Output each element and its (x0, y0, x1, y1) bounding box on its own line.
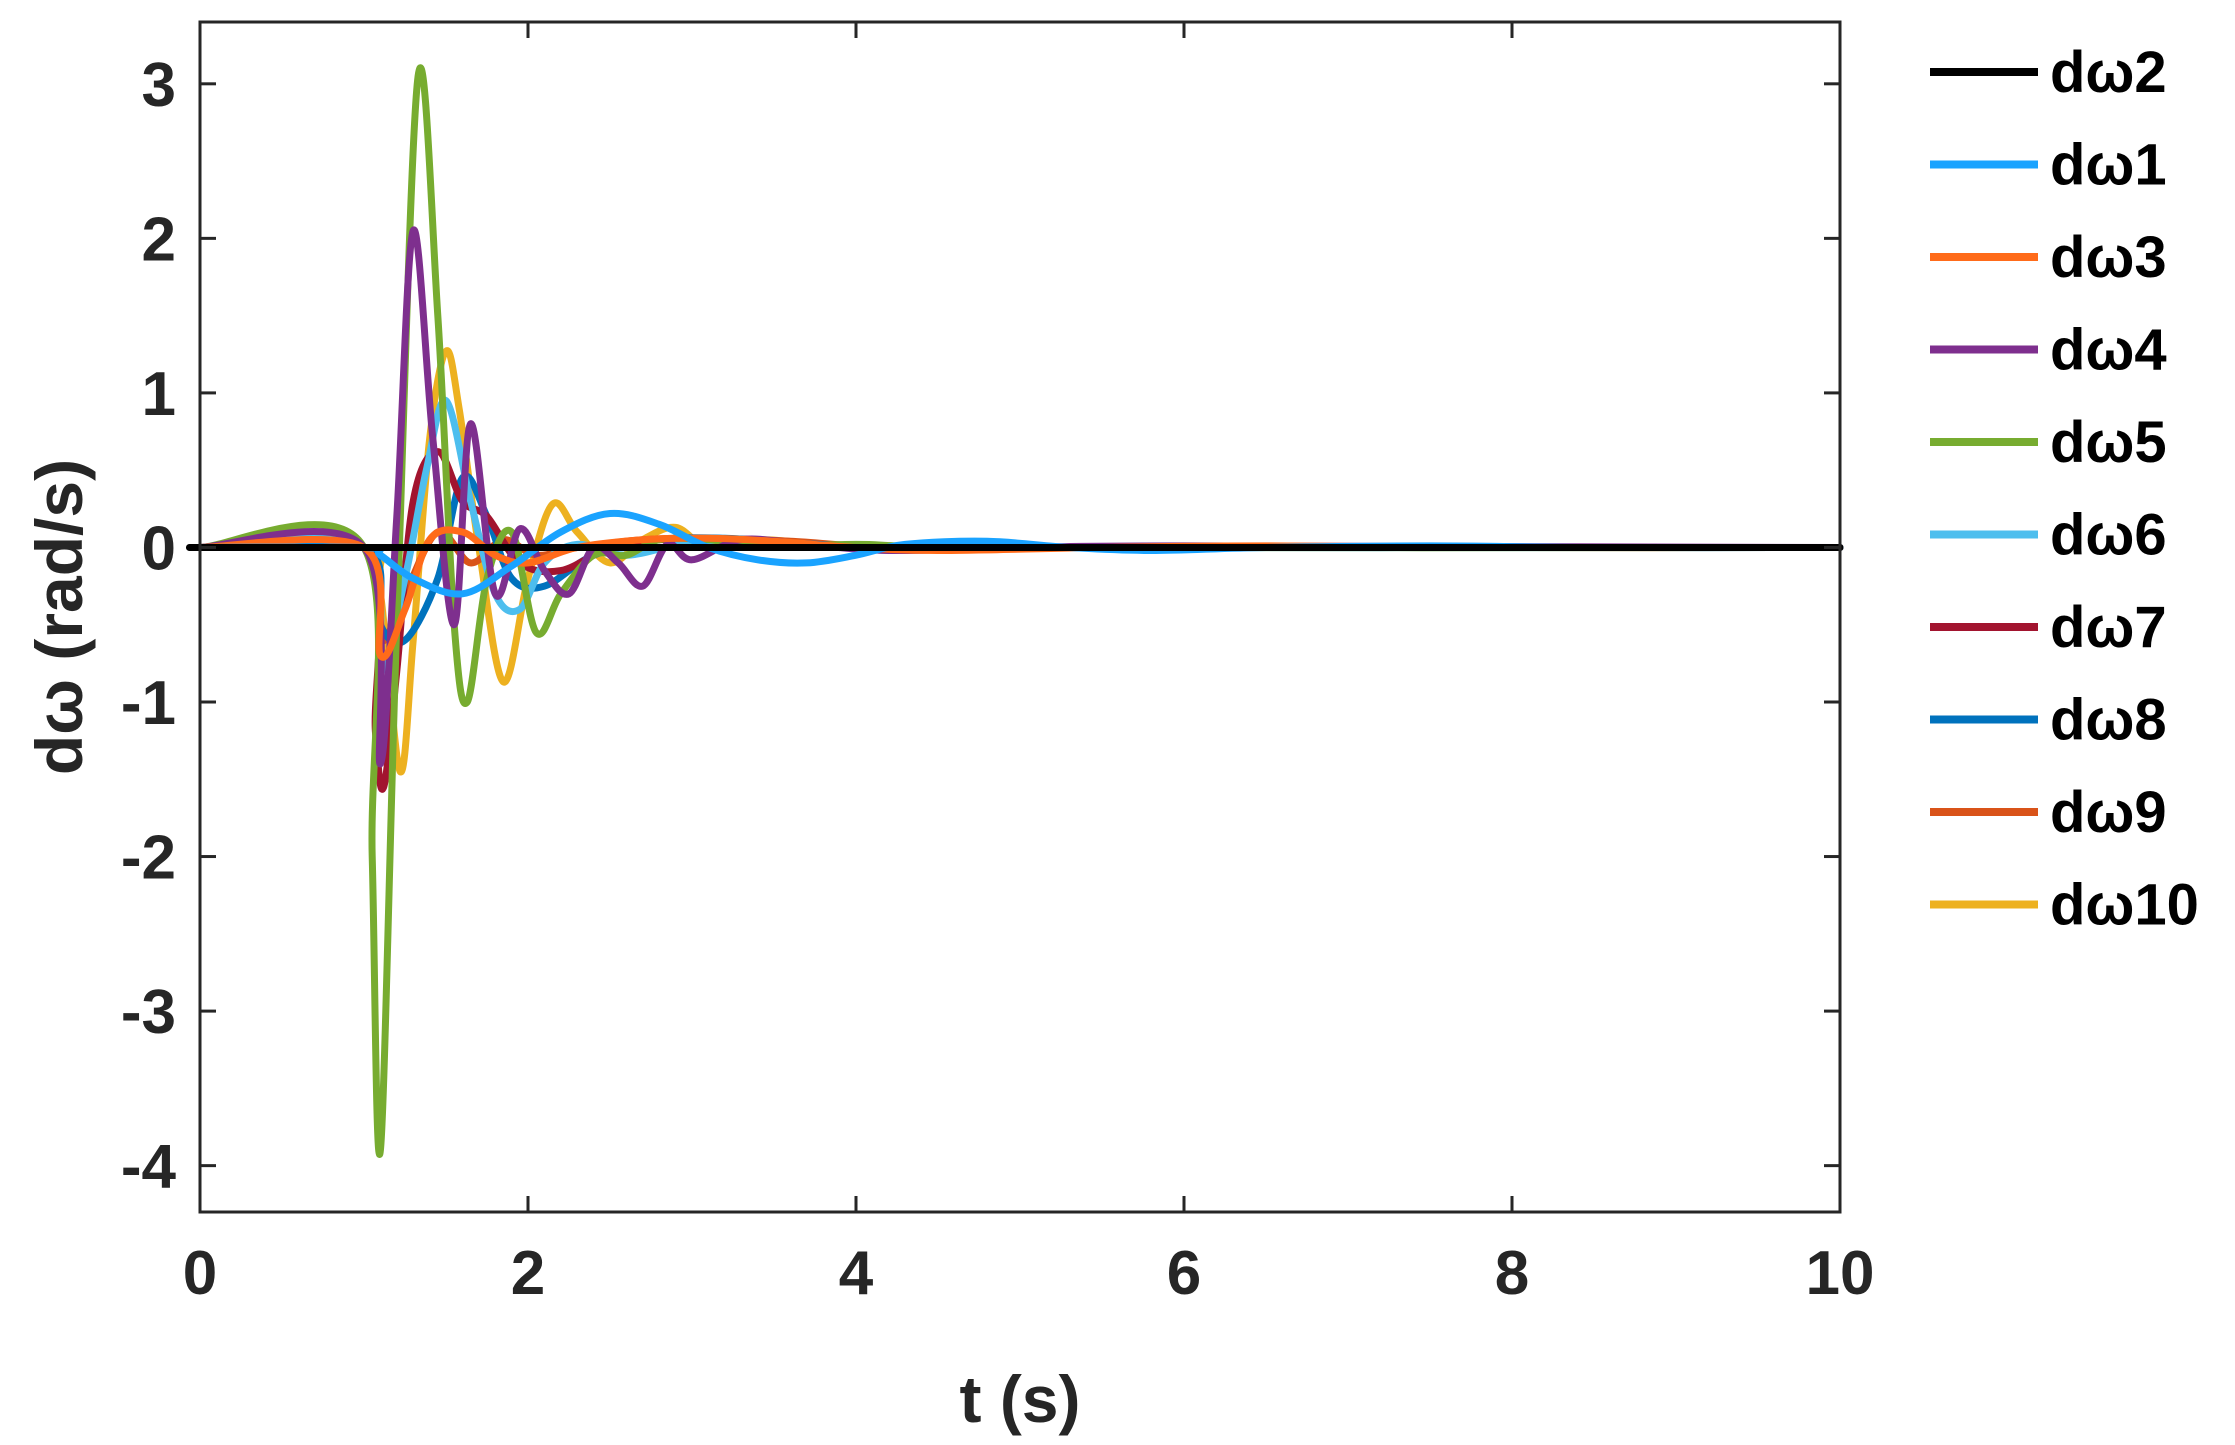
legend-label-1: dω2 (2050, 40, 2167, 105)
legend-label-7: dω7 (2050, 595, 2167, 660)
plot-frame (198, 20, 1842, 1214)
x-tick-label: 2 (511, 1239, 545, 1308)
legend-label-3: dω3 (2050, 225, 2167, 290)
legend-label-9: dω9 (2050, 780, 2167, 845)
x-tick-label: 10 (1806, 1239, 1875, 1308)
y-axis-title: dω (rad/s) (22, 459, 96, 775)
y-tick-label: -3 (121, 978, 176, 1047)
x-tick-label: 8 (1495, 1239, 1529, 1308)
y-tick-label: -4 (121, 1133, 177, 1202)
legend-label-6: dω6 (2050, 503, 2167, 568)
legend-label-10: dω10 (2050, 873, 2199, 938)
x-tick-label: 6 (1167, 1239, 1201, 1308)
y-tick-label: 3 (142, 51, 176, 120)
x-tick-label: 4 (839, 1239, 874, 1308)
y-tick-label: 0 (142, 514, 176, 583)
legend: dω2 dω1 dω3 dω4 dω5 dω6 dω7 dω8 dω9 dω10 (1930, 40, 2199, 938)
x-axis-title: t (s) (960, 1362, 1081, 1436)
legend-label-4: dω4 (2050, 318, 2167, 383)
y-tick-label: -2 (121, 824, 176, 893)
legend-label-8: dω8 (2050, 688, 2167, 753)
plot-lines (185, 64, 1844, 1158)
y-tick-label: -1 (121, 669, 176, 738)
legend-label-2: dω1 (2050, 133, 2167, 198)
x-tick-label: 0 (183, 1239, 217, 1308)
y-tick-label: 1 (142, 360, 176, 429)
legend-label-5: dω5 (2050, 410, 2167, 475)
y-tick-label: 2 (142, 205, 176, 274)
tick-labels: 0 2 4 6 8 10 -4 -3 -2 -1 0 1 2 3 (121, 51, 1875, 1308)
axis-ticks (198, 22, 1842, 1212)
